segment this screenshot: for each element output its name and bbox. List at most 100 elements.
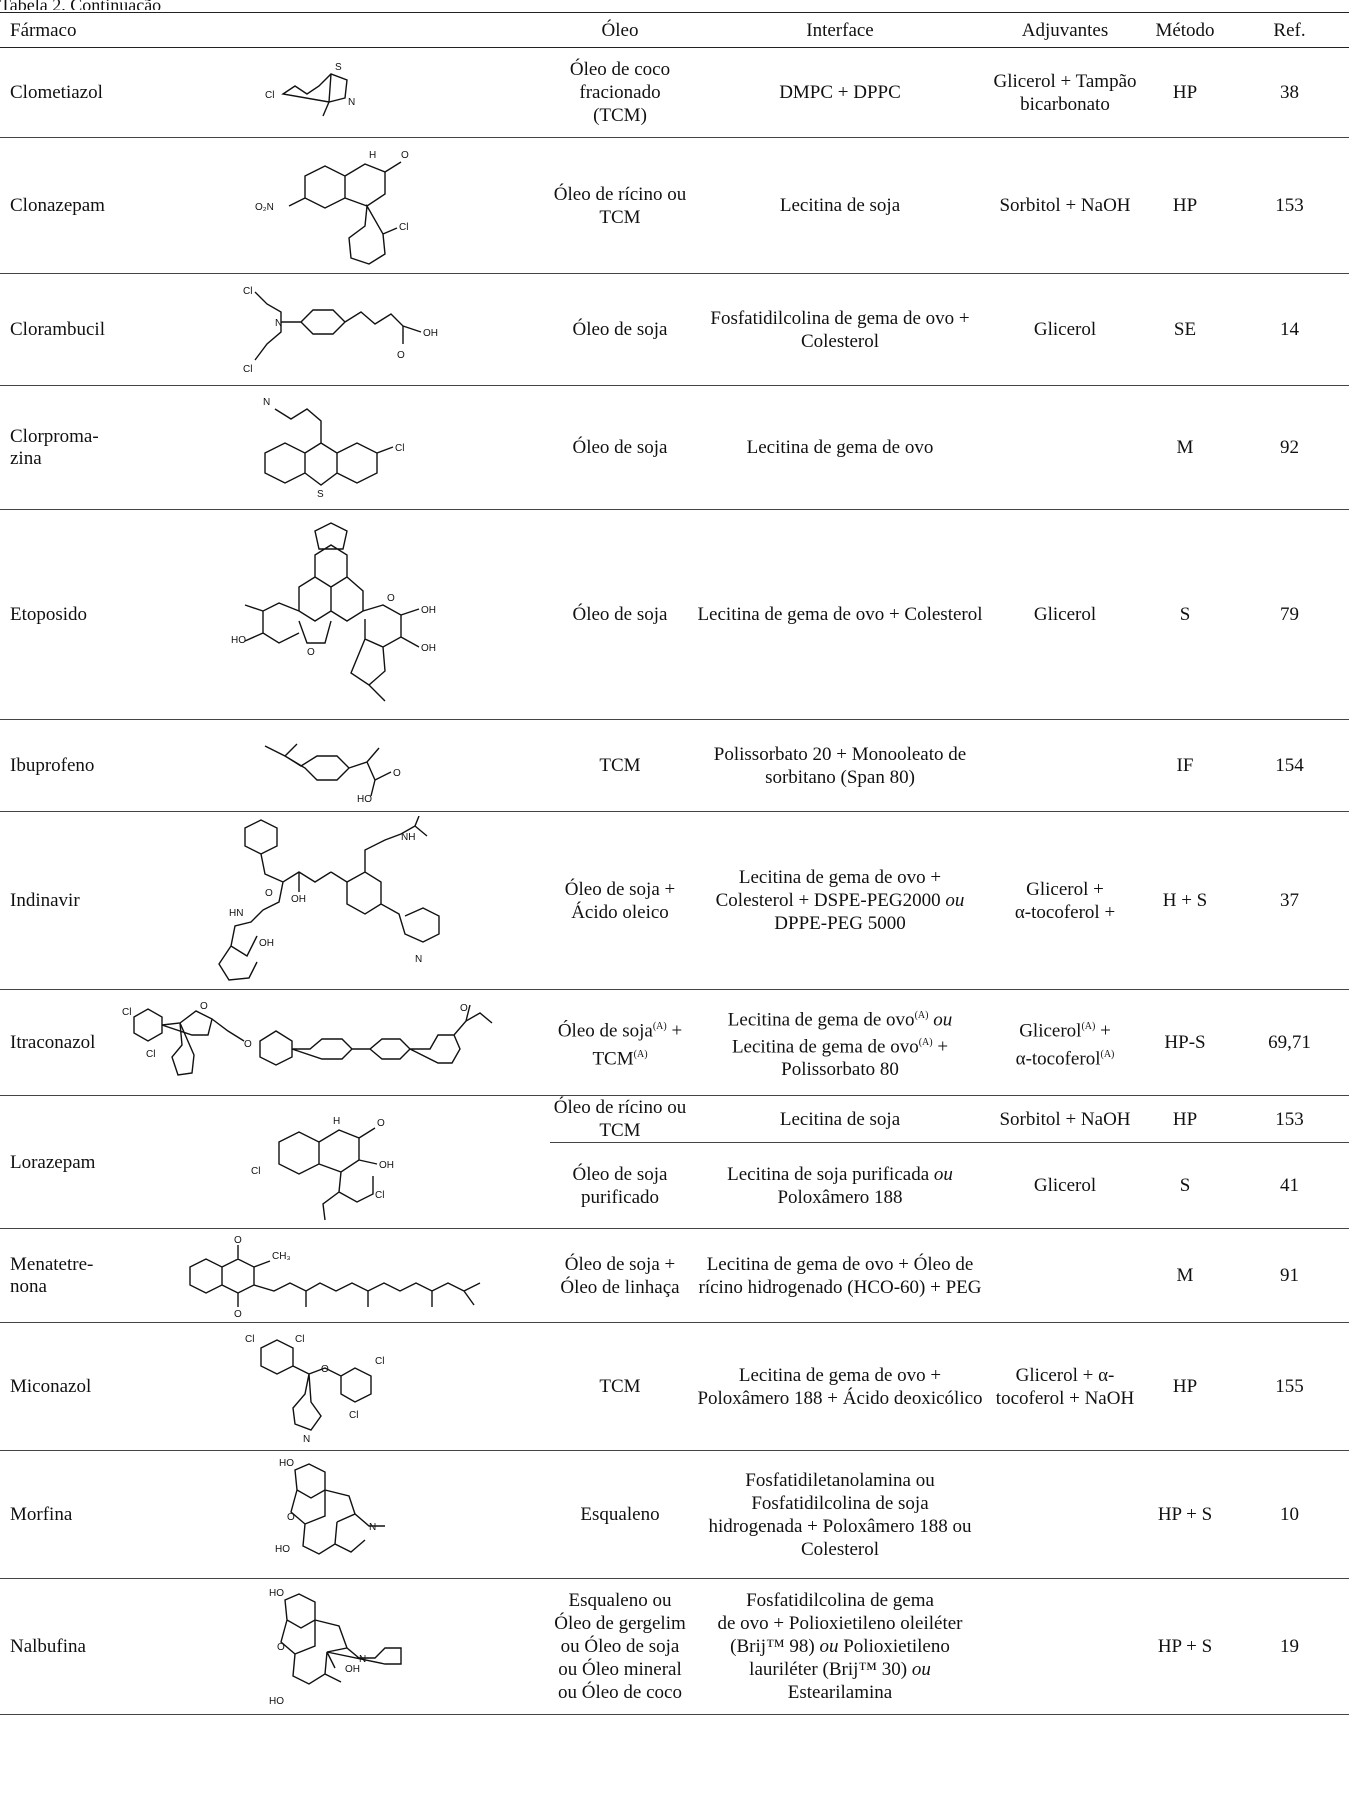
ref-cell: 154: [1230, 719, 1349, 812]
svg-text:OH: OH: [345, 1664, 360, 1675]
table-row: Nalbufina HO O HO OH N Esqualeno ou Óleo de g…: [0, 1578, 1349, 1715]
svg-text:Cl: Cl: [375, 1356, 384, 1367]
oil-cell: Óleo de soja: [550, 509, 690, 720]
svg-text:HO: HO: [269, 1696, 284, 1707]
method-cell: HP-S: [1140, 989, 1230, 1096]
table-row: Clorproma-zina N S Cl Óleo de soja Lecitin…: [0, 385, 1349, 510]
table-row: Morfina HO O HO N Esqualeno Fosfatidiletano…: [0, 1450, 1349, 1579]
ref-cell: 10: [1230, 1450, 1349, 1579]
svg-text:N: N: [369, 1522, 376, 1533]
oil-cell: Esqualeno: [550, 1450, 690, 1579]
header-structure: [120, 12, 550, 48]
chemical-structure: HN OH NH O N OH: [120, 811, 550, 990]
header-adjuvantes: Adjuvantes: [990, 12, 1140, 48]
svg-text:Cl: Cl: [395, 443, 404, 454]
svg-text:OH: OH: [259, 938, 274, 949]
drug-name: Clonazepam: [0, 137, 120, 274]
drug-name: Indinavir: [0, 811, 120, 990]
ref-cell: 14: [1230, 273, 1349, 386]
interface-cell: Lecitina de gema de ovo + Colesterol + DS…: [690, 811, 990, 990]
svg-text:N: N: [275, 318, 282, 329]
interface-cell: DMPC + DPPC: [690, 47, 990, 138]
table-row: Ibuprofeno HO O TCM Polissorbato 20 + Mon…: [0, 719, 1349, 812]
oil-cell: TCM: [550, 1322, 690, 1451]
svg-text:Cl: Cl: [146, 1049, 155, 1060]
svg-text:Cl: Cl: [243, 286, 252, 297]
svg-text:O: O: [277, 1642, 285, 1653]
table-row: Clometiazol Cl S N Óleo de coco fracionado…: [0, 47, 1349, 138]
interface-cell: Lecitina de gema de ovo + Poloxâmero 188…: [690, 1322, 990, 1451]
chemical-structure: Cl Cl N O OH: [120, 273, 550, 386]
ref-cell: 37: [1230, 811, 1349, 990]
svg-text:O: O: [244, 1039, 252, 1050]
drug-name: Clorproma-zina: [0, 385, 120, 510]
adjuvant-cell: Glicerol(A) + α-tocoferol(A): [990, 989, 1140, 1096]
svg-text:N: N: [263, 397, 270, 408]
table-row: Etoposido HO O OH OH O Óleo de soja Lecitina…: [0, 509, 1349, 720]
adjuvant-cell: [990, 1450, 1140, 1579]
method-cell: HP + S: [1140, 1578, 1230, 1715]
drug-name: Morfina: [0, 1450, 120, 1579]
ref-cell: 41: [1230, 1142, 1349, 1229]
interface-cell: Lecitina de soja purificada ou Poloxâmero…: [690, 1142, 990, 1229]
oil-cell: Óleo de soja: [550, 273, 690, 386]
header-metodo: Método: [1140, 12, 1230, 48]
adjuvant-cell: [990, 719, 1140, 812]
svg-text:Cl: Cl: [399, 222, 408, 233]
svg-text:OH: OH: [421, 605, 436, 616]
svg-text:HO: HO: [275, 1544, 290, 1555]
svg-text:O: O: [234, 1309, 242, 1319]
drug-name: Lorazepam: [0, 1095, 120, 1229]
table-row: Itraconazol Cl Cl O O O Óleo de soja(A) + TCM…: [0, 989, 1349, 1096]
adjuvant-cell: Glicerol: [990, 1142, 1140, 1229]
method-cell: HP + S: [1140, 1450, 1230, 1579]
method-cell: HP: [1140, 47, 1230, 138]
interface-cell: Fosfatidilcolina de gema de ovo + Colest…: [690, 273, 990, 386]
ref-cell: 79: [1230, 509, 1349, 720]
header-oleo: Óleo: [550, 12, 690, 48]
chemical-structure: HO O HO N: [120, 1450, 550, 1579]
chemical-structure: Cl H O OH Cl: [120, 1095, 550, 1229]
svg-text:O: O: [393, 768, 401, 779]
ref-cell: 92: [1230, 385, 1349, 510]
svg-text:O₂N: O₂N: [255, 202, 274, 213]
interface-cell: Lecitina de gema de ovo + Colesterol: [690, 509, 990, 720]
svg-text:HO: HO: [279, 1458, 294, 1469]
method-cell: S: [1140, 1142, 1230, 1229]
ref-cell: 153: [1230, 1095, 1349, 1143]
header-interface: Interface: [690, 12, 990, 48]
table-row: Menatetre-nona O O CH₃ Óleo de soja + Óleo…: [0, 1228, 1349, 1323]
ref-cell: 19: [1230, 1578, 1349, 1715]
chemical-structure: HO O HO OH N: [120, 1578, 550, 1715]
svg-text:OH: OH: [291, 894, 306, 905]
oil-cell: Esqualeno ou Óleo de gergelim ou Óleo de s…: [550, 1578, 690, 1715]
oil-cell: TCM: [550, 719, 690, 812]
svg-text:O: O: [321, 1364, 329, 1375]
svg-text:O: O: [200, 1001, 208, 1012]
svg-text:Cl: Cl: [243, 364, 252, 375]
svg-text:O: O: [265, 888, 273, 899]
adjuvant-cell: [990, 1578, 1140, 1715]
method-cell: HP: [1140, 1322, 1230, 1451]
adjuvant-cell: Glicerol + Tampão bicarbonato: [990, 47, 1140, 138]
interface-cell: Lecitina de gema de ovo + Óleo de rícino…: [690, 1228, 990, 1323]
svg-text:O: O: [234, 1235, 242, 1246]
oil-cell: Óleo de coco fracionado (TCM): [550, 47, 690, 138]
svg-text:HO: HO: [357, 794, 372, 805]
svg-text:Cl: Cl: [245, 1334, 254, 1345]
oil-cell: Óleo de soja(A) + TCM(A): [550, 989, 690, 1096]
interface-cell: Lecitina de soja: [690, 1095, 990, 1143]
svg-text:N: N: [303, 1434, 310, 1445]
svg-text:O: O: [377, 1118, 385, 1129]
svg-text:H: H: [333, 1116, 340, 1127]
svg-text:O: O: [387, 593, 395, 604]
svg-text:HO: HO: [269, 1588, 284, 1599]
svg-text:Cl: Cl: [251, 1166, 260, 1177]
adjuvant-cell: Sorbitol + NaOH: [990, 137, 1140, 274]
interface-cell: Polissorbato 20 + Monooleato de sorbitan…: [690, 719, 990, 812]
table-row: Miconazol Cl Cl Cl Cl O N TCM Lecitina de gem…: [0, 1322, 1349, 1451]
adjuvant-cell: Glicerol + α-tocoferol +: [990, 811, 1140, 990]
svg-text:S: S: [335, 62, 342, 73]
svg-text:HO: HO: [231, 635, 246, 646]
drug-name: Clorambucil: [0, 273, 120, 386]
